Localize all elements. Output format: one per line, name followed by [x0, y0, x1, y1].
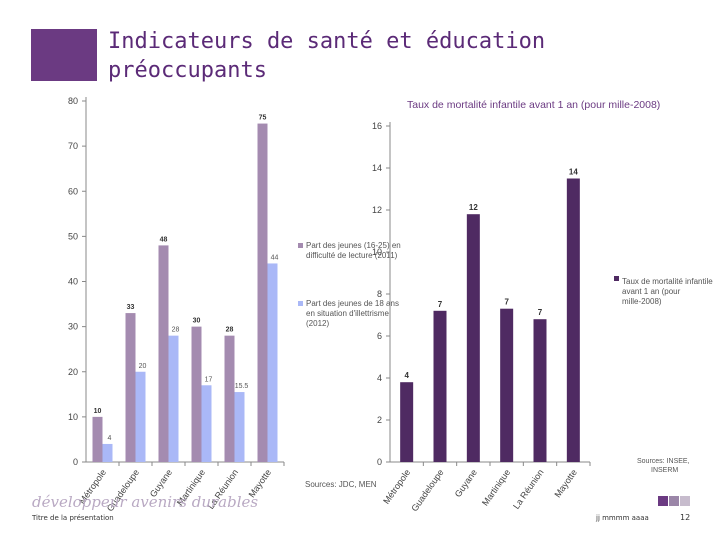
left-chart-data-label: 20: [139, 363, 147, 370]
right-chart-data-label: 4: [404, 371, 409, 380]
left-chart-data-label: 44: [271, 254, 279, 261]
slide-title-line-2: préoccupants: [108, 58, 267, 83]
right-chart-y-tick-label: 16: [372, 121, 382, 131]
left-legend-swatch-1: [298, 243, 303, 248]
left-chart-data-label: 15.5: [235, 383, 249, 390]
left-chart-bar-metropole-s2: [102, 443, 113, 462]
right-chart: Taux de mortalité infantile avant 1 an (…: [372, 99, 713, 513]
left-chart-bar-martinique-s2: [201, 385, 212, 462]
left-chart-y-tick-label: 10: [68, 412, 78, 422]
right-chart-y-tick-label: 14: [372, 163, 382, 173]
right-chart-x-tick-label: La Réunion: [511, 467, 546, 510]
left-chart-bar-la-reunion-s2: [234, 392, 245, 462]
left-chart-data-label: 28: [226, 327, 234, 334]
left-chart-bar-guadeloupe-s2: [135, 371, 146, 462]
left-legend-swatch-2: [298, 301, 303, 306]
left-chart-bar-guyane-s1: [158, 245, 169, 462]
right-chart-y-tick-label: 10: [372, 247, 382, 257]
brand-square-2: [669, 496, 679, 506]
brand-square-3: [680, 496, 690, 506]
right-chart-x-tick-label: Guadeloupe: [409, 467, 445, 513]
left-chart-y-tick-label: 50: [68, 231, 78, 241]
left-chart: 01020304050607080104Métropole3320Guadelo…: [68, 96, 401, 513]
left-chart-data-label: 17: [205, 376, 213, 383]
left-chart-y-tick-label: 40: [68, 277, 78, 287]
right-chart-y-tick-label: 6: [377, 331, 382, 341]
slide-title-line-1: Indicateurs de santé et éducation: [108, 29, 546, 54]
right-chart-x-tick-label: Martinique: [480, 467, 512, 507]
left-chart-data-label: 30: [193, 318, 201, 325]
right-legend-label: mille-2008): [622, 297, 662, 306]
right-chart-title: Taux de mortalité infantile avant 1 an (…: [407, 99, 660, 111]
right-chart-bar-martinique-s1: [500, 308, 514, 462]
right-chart-y-tick-label: 4: [377, 373, 382, 383]
brand-tagline: développeur avenirs durables: [32, 493, 259, 511]
right-chart-x-tick-label: Mayotte: [552, 467, 579, 499]
left-chart-source: Sources: JDC, MEN: [305, 480, 377, 489]
left-chart-y-tick-label: 20: [68, 367, 78, 377]
right-chart-data-label: 14: [569, 168, 578, 177]
left-legend-label-2: (2012): [306, 319, 329, 328]
left-chart-bar-mayotte-s1: [257, 123, 268, 462]
footer-page-number: 12: [680, 513, 691, 522]
right-chart-data-label: 12: [469, 203, 478, 212]
right-legend-label: avant 1 an (pour: [622, 287, 681, 296]
title-accent-block: [31, 29, 97, 81]
right-chart-data-label: 7: [504, 298, 509, 307]
left-legend-label-1: difficulté de lecture (2011): [306, 251, 398, 260]
right-chart-bar-guyane-s1: [466, 214, 480, 462]
right-chart-x-tick-label: Métropole: [381, 467, 412, 506]
right-chart-source-line-1: Sources: INSEE,: [637, 458, 690, 465]
right-chart-y-tick-label: 0: [377, 457, 382, 467]
right-chart-bar-mayotte-s1: [566, 178, 580, 462]
footer-presentation-title: Titre de la présentation: [32, 514, 114, 522]
left-chart-data-label: 4: [108, 435, 112, 442]
left-legend-label-1: Part des jeunes (16-25) en: [306, 241, 401, 250]
left-chart-bar-guadeloupe-s1: [125, 313, 136, 462]
right-legend-swatch: [614, 276, 619, 281]
right-chart-y-tick-label: 12: [372, 205, 382, 215]
right-chart-bar-guadeloupe-s1: [433, 310, 447, 462]
left-chart-bar-metropole-s1: [92, 416, 103, 462]
brand-square-1: [658, 496, 668, 506]
right-chart-data-label: 7: [438, 300, 443, 309]
left-chart-y-tick-label: 70: [68, 141, 78, 151]
left-chart-data-label: 75: [259, 115, 267, 122]
left-chart-y-tick-label: 60: [68, 186, 78, 196]
footer-date: jj mmmm aaaa: [596, 514, 649, 522]
slide-title: Indicateurs de santé et éducation préocc…: [108, 27, 668, 85]
right-chart-y-tick-label: 2: [377, 415, 382, 425]
right-chart-data-label: 7: [538, 308, 543, 317]
right-chart-bar-metropole-s1: [400, 382, 414, 462]
left-chart-y-tick-label: 80: [68, 96, 78, 106]
left-legend-label-2: Part des jeunes de 18 ans: [306, 299, 399, 308]
right-chart-y-tick-label: 8: [377, 289, 382, 299]
left-chart-bar-guyane-s2: [168, 335, 179, 462]
right-legend-label: Taux de mortalité infantile: [622, 277, 713, 286]
left-chart-data-label: 48: [160, 236, 168, 243]
left-chart-y-tick-label: 0: [73, 457, 78, 467]
left-chart-data-label: 10: [94, 408, 102, 415]
left-chart-y-tick-label: 30: [68, 322, 78, 332]
left-chart-bar-martinique-s1: [191, 326, 202, 462]
left-legend-label-2: en situation d'illettrisme: [306, 309, 389, 318]
left-chart-bar-la-reunion-s1: [224, 335, 235, 462]
left-chart-data-label: 33: [127, 304, 135, 311]
left-chart-bar-mayotte-s2: [267, 263, 278, 462]
right-chart-bar-la-reunion-s1: [533, 319, 547, 462]
right-chart-x-tick-label: Guyane: [453, 467, 479, 499]
left-chart-data-label: 28: [172, 327, 180, 334]
right-chart-source-line-2: INSERM: [651, 467, 678, 474]
